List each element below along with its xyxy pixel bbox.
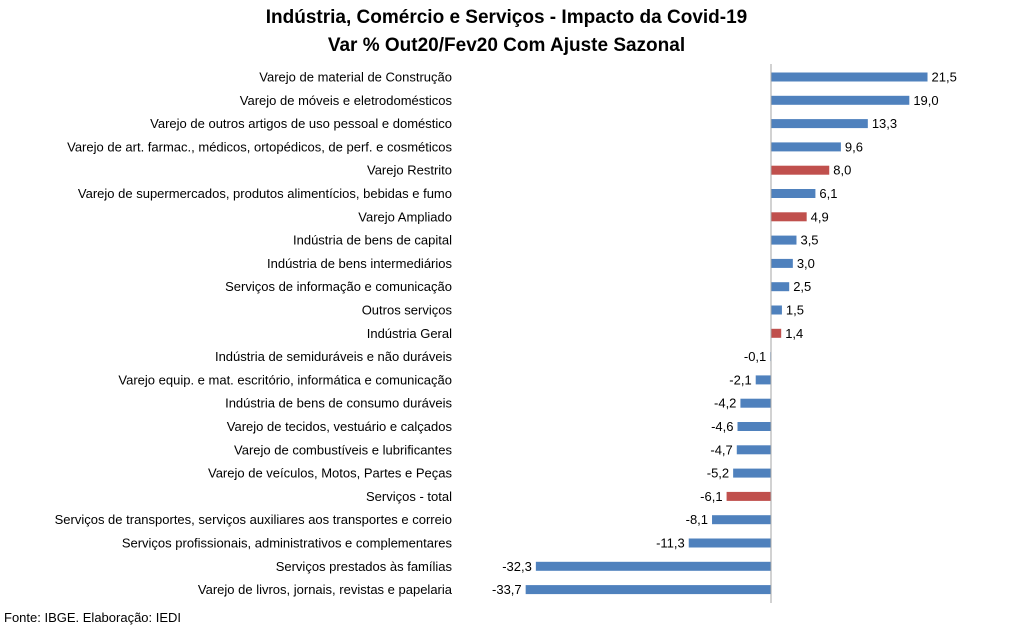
value-label: -32,3 — [502, 559, 532, 574]
chart-title-line1: Indústria, Comércio e Serviços - Impacto… — [265, 7, 748, 28]
bar — [733, 468, 771, 478]
value-label: 1,4 — [785, 326, 803, 341]
category-label: Varejo de móveis e eletrodomésticos — [240, 93, 453, 108]
value-label: 2,5 — [793, 279, 811, 294]
value-label: -6,1 — [700, 489, 722, 504]
category-label: Serviços de informação e comunicação — [225, 279, 452, 294]
value-label: 19,0 — [913, 93, 938, 108]
chart-subtitle: Var % Out20/Fev20 Com Ajuste Sazonal — [327, 35, 686, 56]
bar — [525, 585, 771, 595]
value-label: -8,1 — [686, 512, 708, 527]
bar — [755, 375, 771, 385]
value-label: -0,1 — [744, 349, 766, 364]
category-label: Varejo de combustíveis e lubrificantes — [234, 442, 452, 457]
value-label: 6,1 — [819, 186, 837, 201]
bar — [771, 282, 790, 292]
bar — [771, 95, 910, 105]
bar — [771, 305, 782, 315]
category-label: Varejo Restrito — [367, 163, 452, 178]
value-label: -4,2 — [714, 396, 736, 411]
bar — [771, 212, 807, 222]
bar — [771, 235, 797, 245]
value-label: 3,5 — [800, 233, 818, 248]
category-label: Outros serviços — [362, 303, 453, 318]
category-label: Serviços profissionais, administrativos … — [122, 536, 453, 551]
bar — [688, 538, 771, 548]
category-label: Indústria de bens intermediários — [267, 256, 452, 271]
category-label: Varejo de art. farmac., médicos, ortopéd… — [67, 139, 452, 154]
value-label: -33,7 — [492, 582, 522, 597]
bar — [771, 165, 830, 175]
bar — [726, 491, 771, 501]
bar — [740, 398, 771, 408]
value-label: -5,2 — [707, 466, 729, 481]
bar — [535, 561, 771, 571]
category-label: Indústria Geral — [367, 326, 452, 341]
category-label: Varejo equip. e mat. escritório, informá… — [118, 372, 452, 387]
bar — [736, 445, 771, 455]
bar — [712, 515, 771, 525]
value-label: -11,3 — [656, 536, 685, 551]
category-label: Indústria de semiduráveis e não duráveis — [215, 349, 453, 364]
category-label: Indústria de bens de capital — [293, 233, 452, 248]
value-label: 9,6 — [845, 139, 863, 154]
value-label: 21,5 — [932, 70, 957, 85]
value-label: 3,0 — [797, 256, 815, 271]
category-label: Varejo de tecidos, vestuário e calçados — [227, 419, 453, 434]
bar — [771, 189, 816, 198]
source-note: Fonte: IBGE. Elaboração: IEDI — [4, 610, 182, 625]
bar — [771, 258, 793, 268]
value-label: 8,0 — [833, 163, 851, 178]
category-label: Varejo Ampliado — [358, 209, 452, 224]
category-label: Varejo de outros artigos de uso pessoal … — [150, 116, 452, 131]
category-label: Serviços prestados às famílias — [276, 559, 453, 574]
value-label: -2,1 — [729, 372, 751, 387]
value-label: -4,6 — [711, 419, 733, 434]
category-label: Varejo de veículos, Motos, Partes e Peça… — [208, 466, 452, 481]
category-label: Varejo de supermercados, produtos alimen… — [78, 186, 452, 201]
bar — [771, 119, 868, 129]
category-label: Varejo de livros, jornais, revistas e pa… — [198, 582, 453, 597]
bar — [771, 142, 841, 152]
category-label: Indústria de bens de consumo duráveis — [225, 396, 452, 411]
chart-title: Indústria, Comércio e Serviços - Impacto… — [0, 4, 1013, 60]
category-label: Varejo de material de Construção — [259, 70, 452, 85]
bar — [771, 72, 928, 82]
category-label: Serviços de transportes, serviços auxili… — [55, 512, 452, 527]
value-label: 4,9 — [811, 209, 829, 224]
value-label: 13,3 — [872, 116, 897, 131]
bar — [737, 422, 771, 431]
value-label: 1,5 — [786, 303, 804, 318]
value-label: -4,7 — [710, 442, 732, 457]
category-label: Serviços - total — [366, 489, 452, 504]
bar — [771, 328, 782, 338]
